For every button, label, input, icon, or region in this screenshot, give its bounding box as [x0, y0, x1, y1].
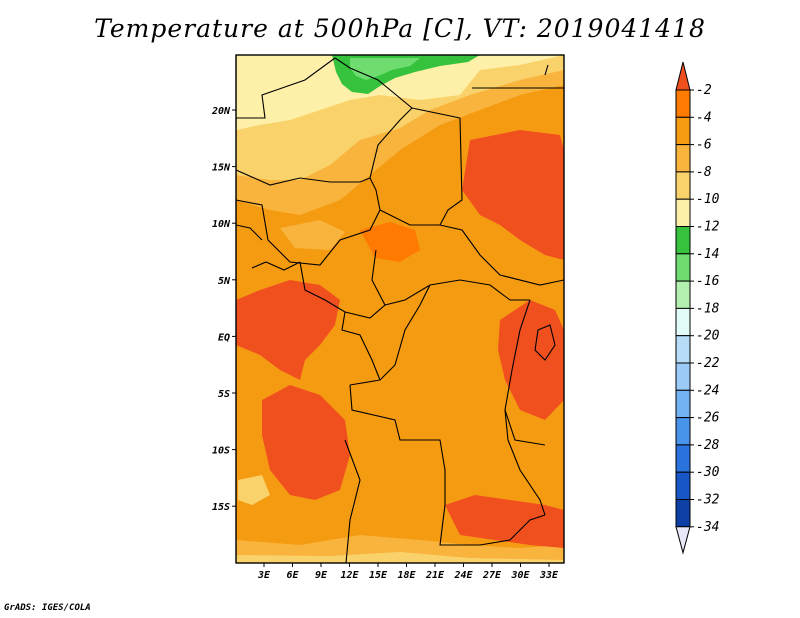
- lon-tick-label: 6E: [286, 570, 299, 581]
- colorbar-label: -24: [696, 383, 719, 398]
- colorbar-swatch: [675, 307, 691, 337]
- lat-tick-label: 10S: [212, 446, 230, 457]
- temperature-field: [236, 55, 564, 563]
- colorbar-swatch: [675, 171, 691, 200]
- map-title: Temperature at 500hPa [C], VT: 201904141…: [94, 14, 706, 43]
- colorbar-swatch: [675, 444, 691, 473]
- colorbar-top-arrow: [675, 61, 691, 91]
- colorbar-swatch: [675, 116, 691, 146]
- colorbar-label: -34: [696, 520, 719, 535]
- colorbar-label: -6: [696, 138, 712, 153]
- colorbar-swatch: [675, 417, 691, 446]
- colorbar-swatch: [675, 362, 691, 391]
- latitude-axis: 20N 15N 10N 5N EQ 5S 10S 15S: [211, 106, 236, 513]
- colorbar-swatch: [675, 471, 691, 501]
- colorbar-label: -8: [696, 165, 712, 180]
- lon-tick-label: 27E: [482, 570, 502, 581]
- lat-tick-label: EQ: [218, 332, 230, 343]
- colorbar-swatch: [675, 389, 691, 419]
- lon-tick-label: 30E: [510, 570, 530, 581]
- colorbar-swatch: [675, 280, 691, 309]
- colorbar-swatch: [675, 335, 691, 364]
- country-borders: [236, 55, 564, 563]
- lon-tick-label: 18E: [397, 570, 416, 581]
- lon-tick-label: 3E: [257, 570, 271, 581]
- colorbar-swatch: [675, 499, 691, 528]
- colorbar-label: -16: [696, 274, 720, 289]
- lat-tick-label: 15N: [212, 163, 231, 174]
- lon-tick-label: 21E: [425, 570, 445, 581]
- colorbar: -2 -4 -6 -8 -10 -12 -14 -16 -18 -20 -22 -24 -26 -28 -3…: [675, 61, 720, 555]
- lat-tick-label: 5N: [218, 276, 231, 287]
- lon-tick-label: 33E: [539, 570, 559, 581]
- colorbar-label: -26: [696, 411, 720, 426]
- colorbar-swatch: [675, 226, 691, 255]
- grads-credit: GrADS: IGES/COLA: [4, 603, 91, 613]
- colorbar-label: -28: [696, 438, 720, 453]
- lat-tick-label: 15S: [212, 502, 230, 513]
- lon-tick-label: 15E: [369, 570, 388, 581]
- lon-tick-label: 9E: [315, 570, 328, 581]
- colorbar-label: -4: [696, 110, 712, 125]
- colorbar-label: -22: [696, 356, 720, 371]
- longitude-axis: 3E 6E 9E 12E 15E 18E 21E 24E 27E 30E 33E: [257, 563, 559, 581]
- colorbar-label: -12: [696, 220, 720, 235]
- lat-tick-label: 20N: [211, 106, 231, 117]
- colorbar-swatch: [675, 89, 691, 118]
- colorbar-label: -32: [696, 493, 720, 508]
- colorbar-swatch: [675, 253, 691, 282]
- lat-tick-label: 10N: [212, 219, 231, 230]
- colorbar-swatch: [675, 198, 691, 227]
- colorbar-swatch: [675, 144, 691, 173]
- colorbar-label: -18: [696, 301, 720, 316]
- colorbar-label: -14: [696, 247, 719, 262]
- colorbar-label: -2: [696, 83, 712, 98]
- colorbar-label: -10: [696, 192, 720, 207]
- colorbar-label: -20: [696, 329, 720, 344]
- lon-tick-label: 24E: [453, 570, 473, 581]
- lon-tick-label: 12E: [340, 570, 359, 581]
- colorbar-label: -30: [696, 465, 720, 480]
- colorbar-bottom-arrow: [675, 526, 691, 555]
- lat-tick-label: 5S: [218, 389, 230, 400]
- map-frame: [235, 54, 565, 564]
